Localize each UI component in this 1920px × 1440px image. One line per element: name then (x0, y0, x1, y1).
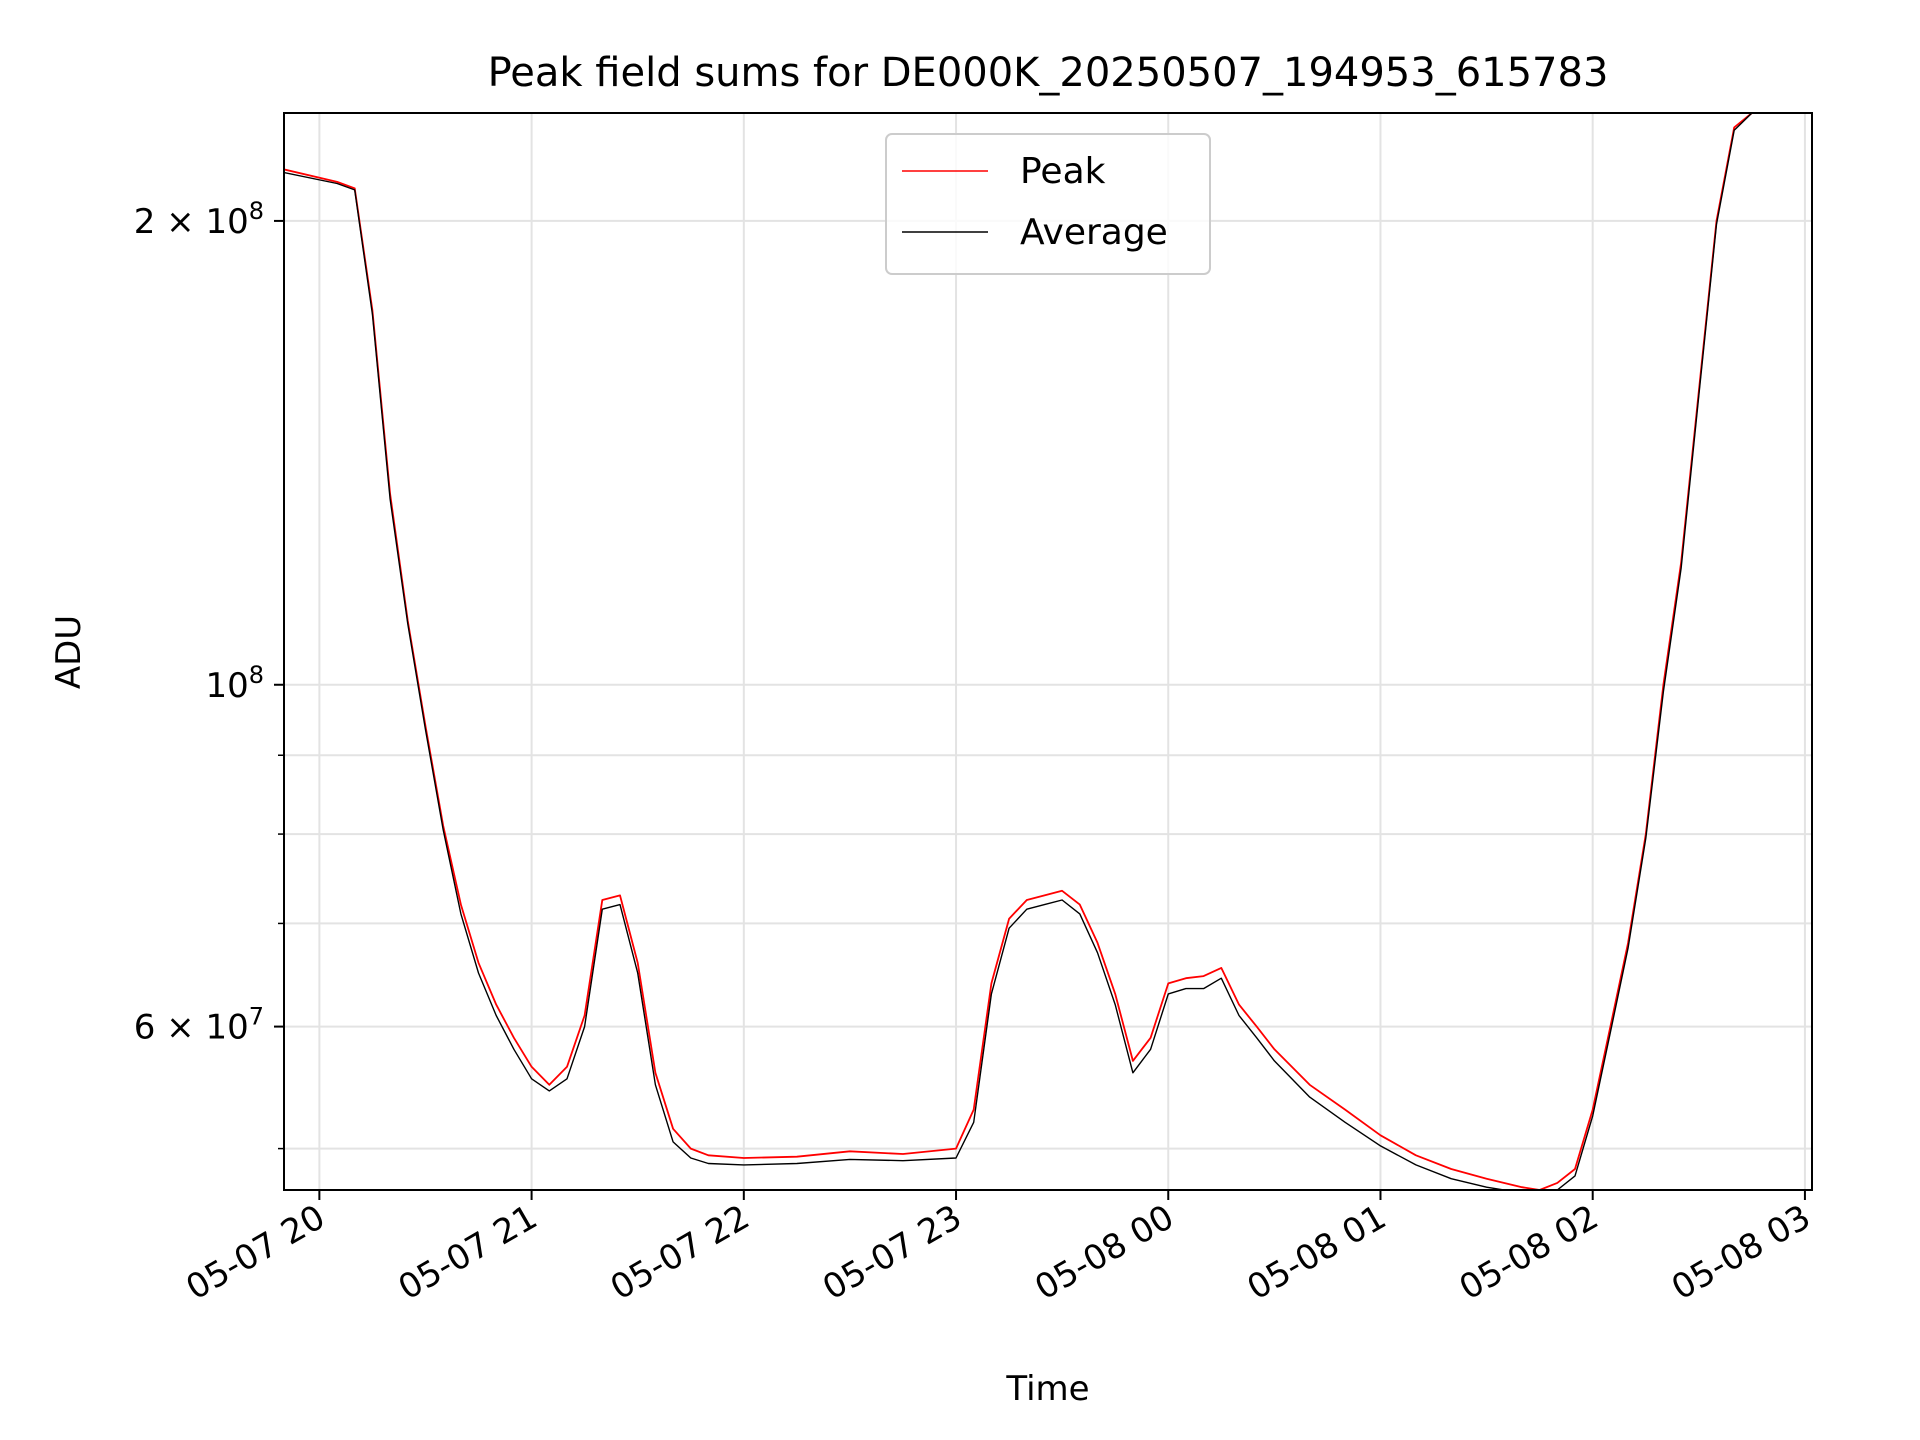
grid (284, 113, 1812, 1190)
y-axis-label: ADU (49, 615, 89, 689)
series-line-average (284, 113, 1812, 1190)
series-group (284, 113, 1812, 1190)
x-axis-label: Time (1005, 1369, 1089, 1409)
plot-frame (283, 112, 1813, 1191)
y-tick-label: 6 × 107 (134, 1003, 264, 1048)
y-tick-label: 2 × 108 (134, 197, 264, 242)
y-axis: 2 × 108 108 6 × 107 (134, 197, 284, 1150)
chart-title: Peak field sums for DE000K_20250507_1949… (488, 50, 1609, 96)
series-line-peak (284, 113, 1812, 1190)
legend: Peak Average (885, 133, 1211, 275)
legend-average-label: Average (1020, 212, 1168, 253)
legend-box (885, 133, 1211, 275)
y-tick-label: 108 (205, 661, 264, 706)
legend-peak-label: Peak (1020, 151, 1106, 192)
